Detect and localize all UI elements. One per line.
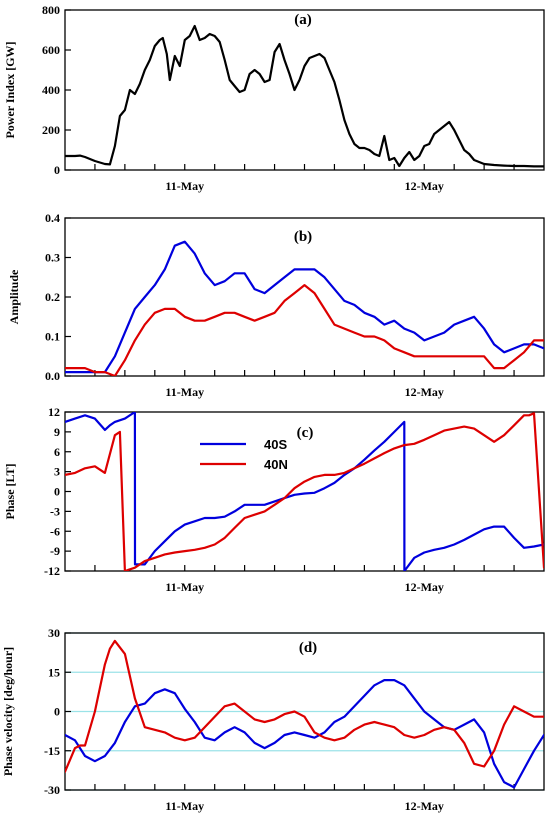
y-tick-label-1: -15 bbox=[44, 744, 60, 758]
panel-4: -30 -15 0 15 30 11-May 12-May Phase velocity [d… bbox=[1, 626, 545, 813]
y-tick-label-3: 0.3 bbox=[45, 251, 60, 265]
legend-label-40n: 40N bbox=[264, 457, 288, 472]
series-line-40n bbox=[65, 284, 544, 376]
panel-label: (a) bbox=[294, 12, 312, 28]
series-line-40n bbox=[65, 412, 544, 571]
y-tick-label-6: 6 bbox=[54, 445, 60, 459]
panel-3: -12 -9 -6 -3 0 3 6 9 12 11-May 12-May Phase [LT] (c)… bbox=[3, 405, 545, 594]
series-line-40n bbox=[65, 639, 544, 773]
series-group bbox=[65, 639, 544, 789]
series-line-40s bbox=[65, 240, 544, 374]
x-tick-label-0: 11-May bbox=[165, 580, 204, 594]
y-axis-title: Amplitude bbox=[7, 269, 21, 324]
panel-label: (b) bbox=[294, 229, 312, 245]
x-tick-label-0: 11-May bbox=[165, 179, 204, 193]
x-tick-label-0: 11-May bbox=[165, 385, 204, 399]
y-tick-label-3: 15 bbox=[48, 665, 60, 679]
series-line-40s bbox=[65, 412, 544, 571]
y-tick-label-0: -12 bbox=[44, 564, 60, 578]
y-axis-title: Phase velocity [deg/hour] bbox=[1, 647, 15, 776]
y-tick-label-0: -30 bbox=[44, 783, 60, 797]
panel-label: (c) bbox=[297, 425, 314, 441]
series-line-40s bbox=[65, 678, 544, 789]
y-tick-label-3: 600 bbox=[42, 43, 60, 57]
y-axis-title: Phase [LT] bbox=[3, 464, 17, 520]
y-tick-label-2: 400 bbox=[42, 83, 60, 97]
y-tick-label-8: 12 bbox=[48, 405, 60, 419]
y-tick-label-4: 30 bbox=[48, 626, 60, 640]
y-tick-label-1: -9 bbox=[50, 544, 60, 558]
y-tick-label-0: 0.0 bbox=[45, 369, 60, 383]
y-tick-label-7: 9 bbox=[54, 425, 60, 439]
y-tick-label-0: 0 bbox=[54, 163, 60, 177]
series-group bbox=[65, 24, 544, 168]
y-axis-title: Power Index [GW] bbox=[3, 41, 17, 138]
y-tick-label-1: 200 bbox=[42, 123, 60, 137]
panel-2: 0.0 0.1 0.2 0.3 0.4 11-May 12-May Amplitude (b) bbox=[7, 211, 545, 399]
x-tick-label-0: 11-May bbox=[165, 799, 204, 813]
y-tick-label-5: 3 bbox=[54, 465, 60, 479]
y-tick-label-4: 0.4 bbox=[45, 211, 60, 225]
panel-label: (d) bbox=[299, 640, 317, 656]
y-tick-label-2: -6 bbox=[50, 524, 60, 538]
y-tick-label-4: 800 bbox=[42, 3, 60, 17]
y-tick-label-2: 0 bbox=[54, 705, 60, 719]
y-tick-label-1: 0.1 bbox=[45, 330, 60, 344]
legend-label-40s: 40S bbox=[264, 437, 287, 452]
x-tick-label-1: 12-May bbox=[405, 179, 444, 193]
series-group bbox=[65, 412, 544, 571]
series-line-0 bbox=[65, 24, 544, 168]
series-group bbox=[65, 240, 544, 376]
y-tick-label-2: 0.2 bbox=[45, 290, 60, 304]
panel-1: 0 200 400 600 800 11-May 12-May Power Index [GW… bbox=[3, 3, 545, 193]
y-tick-label-3: -3 bbox=[50, 504, 60, 518]
x-tick-label-1: 12-May bbox=[405, 385, 444, 399]
x-tick-label-1: 12-May bbox=[405, 799, 444, 813]
x-tick-label-1: 12-May bbox=[405, 580, 444, 594]
y-tick-label-4: 0 bbox=[54, 485, 60, 499]
